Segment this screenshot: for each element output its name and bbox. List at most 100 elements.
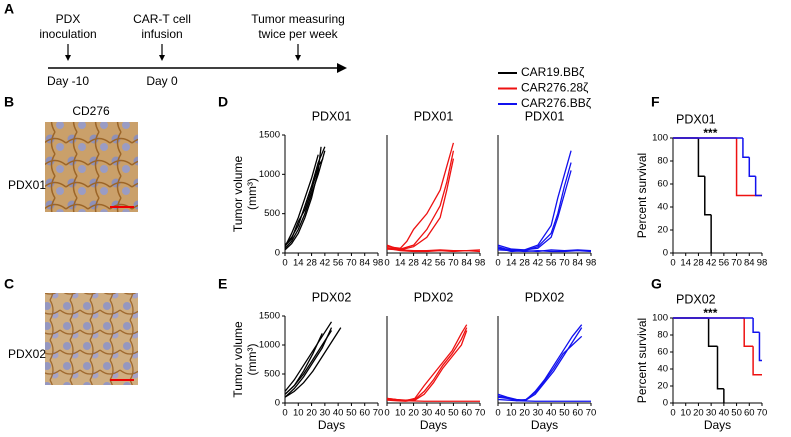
x-tick-label: 60 (572, 408, 583, 419)
x-tick-label: 0 (495, 408, 500, 419)
x-tick-label: 28 (519, 258, 530, 269)
x-tick-label: 0 (282, 258, 287, 269)
row-label: PDX02 (8, 347, 46, 361)
timeline-day: Day -10 (47, 74, 89, 88)
y-tick-label: 1500 (259, 130, 280, 141)
tumor-curve (284, 321, 333, 392)
y-tick-label: 0 (663, 248, 668, 259)
chart-title: PDX01 (414, 109, 454, 123)
y-tick-label: 500 (264, 208, 280, 219)
x-tick-label: 10 (506, 408, 517, 419)
x-tick-label: 70 (475, 408, 486, 419)
x-tick-label: 42 (533, 258, 544, 269)
x-tick-label: 98 (475, 258, 486, 269)
tumor-curve (386, 150, 455, 250)
x-tick-label: 42 (320, 258, 331, 269)
tumor-curve (284, 154, 319, 247)
tumor-curve (386, 142, 455, 249)
x-tick-label: 0 (670, 258, 675, 269)
survival-step (758, 332, 762, 362)
survival-step (707, 318, 718, 348)
survival-step (752, 346, 762, 376)
x-tick-label: 70 (559, 258, 570, 269)
y-tick-label: 0 (275, 248, 280, 259)
x-tick-label: 56 (333, 258, 344, 269)
x-tick-label: 70 (757, 408, 768, 419)
x-axis-label: Days (318, 418, 345, 432)
y-axis-label: Tumor volume (231, 321, 245, 398)
y-tick-label: 0 (275, 398, 280, 409)
timeline-label: PDX (56, 12, 81, 26)
tumor-curve (284, 327, 333, 398)
survival-step (742, 138, 750, 158)
tumor-curve (497, 170, 572, 251)
x-tick-label: 14 (506, 258, 517, 269)
tumor-curve (284, 333, 323, 395)
x-tick-label: 56 (546, 258, 557, 269)
x-tick-label: 84 (572, 258, 583, 269)
ihc-image (45, 122, 138, 212)
tumor-curve (386, 327, 468, 401)
x-tick-label: 70 (373, 408, 384, 419)
timeline-arrow (65, 55, 71, 61)
survival-step (704, 176, 712, 216)
x-tick-label: 30 (706, 408, 717, 419)
y-tick-label: 20 (657, 225, 668, 236)
x-tick-label: 20 (408, 408, 419, 419)
x-tick-label: 70 (586, 408, 597, 419)
timeline-arrowhead (337, 63, 347, 73)
tumor-curve (497, 162, 572, 252)
timeline-arrow (295, 55, 301, 61)
x-tick-label: 20 (693, 408, 704, 419)
x-tick-label: 28 (693, 258, 704, 269)
x-tick-label: 60 (359, 408, 370, 419)
chart-title: PDX02 (312, 290, 352, 304)
x-tick-label: 84 (461, 258, 472, 269)
chart-title: PDX02 (676, 292, 716, 306)
y-tick-label: 100 (652, 313, 668, 324)
survival-step (748, 157, 756, 178)
y-axis-label: Percent survival (635, 153, 649, 238)
panel-label: B (4, 94, 14, 110)
y-tick-label: 80 (657, 156, 668, 167)
chart-title: PDX01 (312, 109, 352, 123)
x-tick-label: 56 (719, 258, 730, 269)
tumor-curve (497, 398, 591, 402)
survival-step (716, 346, 724, 390)
panel-label: F (651, 94, 660, 110)
x-tick-label: 28 (306, 258, 317, 269)
x-tick-label: 70 (346, 258, 357, 269)
chart-title: PDX01 (676, 112, 716, 126)
y-axis-label: Percent survival (635, 318, 649, 403)
tumor-curve (497, 335, 583, 402)
chart-title: PDX02 (414, 290, 454, 304)
y-tick-label: 40 (657, 202, 668, 213)
x-tick-label: 0 (384, 408, 389, 419)
timeline-label: CAR-T cell (133, 12, 191, 26)
x-tick-label: 40 (719, 408, 730, 419)
stain-label: CD276 (72, 104, 110, 118)
significance: *** (703, 126, 717, 140)
survival-step (743, 318, 754, 348)
tumor-curve (497, 249, 592, 253)
significance: *** (703, 306, 717, 320)
row-label: PDX01 (8, 178, 46, 192)
x-tick-label: 30 (422, 408, 433, 419)
x-tick-label: 0 (384, 258, 389, 269)
survival-step (735, 138, 762, 197)
y-tick-label: 500 (264, 369, 280, 380)
x-tick-label: 0 (495, 258, 500, 269)
y-tick-label: 1000 (259, 169, 280, 180)
chart-title: PDX02 (525, 290, 565, 304)
ihc-image (45, 293, 138, 385)
survival-step (754, 176, 762, 197)
x-tick-label: 28 (408, 258, 419, 269)
x-tick-label: 40 (435, 408, 446, 419)
x-tick-label: 40 (546, 408, 557, 419)
x-tick-label: 84 (744, 258, 755, 269)
legend-label: CAR19.BBζ (521, 65, 585, 79)
x-tick-label: 14 (680, 258, 691, 269)
panel-label: A (4, 1, 14, 17)
x-tick-label: 60 (744, 408, 755, 419)
tumor-curve (386, 397, 480, 402)
